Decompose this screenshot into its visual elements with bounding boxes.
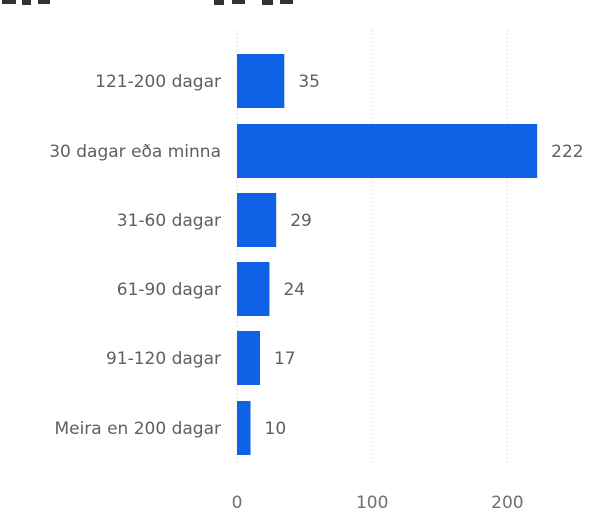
cropped-title-remnant [2, 0, 293, 5]
bars [237, 54, 538, 455]
bar-4[interactable] [237, 331, 260, 385]
data-label: 35 [298, 72, 320, 92]
data-label: 17 [274, 349, 296, 369]
category-label: 121-200 dagar [95, 72, 221, 92]
bar-2[interactable] [237, 193, 277, 247]
bar-5[interactable] [237, 401, 251, 455]
x-axis: 0 100 200 [232, 493, 524, 513]
category-label: 31-60 dagar [117, 211, 221, 231]
category-label: 61-90 dagar [117, 280, 221, 300]
x-tick-label: 100 [356, 493, 388, 513]
bar-3[interactable] [237, 262, 270, 316]
bar-0[interactable] [237, 54, 285, 108]
labels: 121-200 dagar 35 30 dagar eða minna 222 31-6… [49, 72, 583, 439]
data-label: 222 [551, 142, 583, 162]
data-label: 24 [283, 280, 305, 300]
data-label: 10 [265, 419, 287, 439]
x-tick-label: 0 [232, 493, 243, 513]
category-label: 91-120 dagar [106, 349, 221, 369]
category-label: Meira en 200 dagar [54, 419, 221, 439]
data-label: 29 [290, 211, 312, 231]
category-label: 30 dagar eða minna [49, 142, 221, 162]
bar-1[interactable] [237, 124, 538, 178]
x-tick-label: 200 [491, 493, 523, 513]
